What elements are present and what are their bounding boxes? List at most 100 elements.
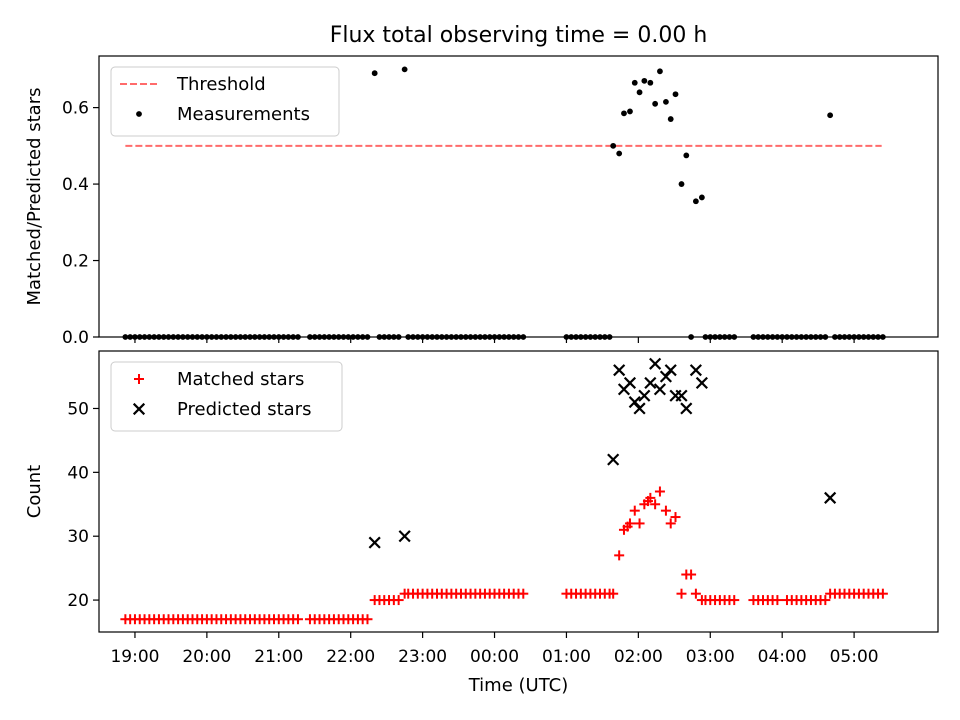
matched-star-point <box>608 588 619 599</box>
legend-plus-swatch <box>134 374 144 384</box>
predicted-star-point <box>689 364 702 377</box>
measurement-point <box>631 79 638 86</box>
y-ticks: 0.0 0.2 0.4 0.6 <box>62 99 99 348</box>
ratio-plot: 0.0 0.2 0.4 0.6 Matched/Predicted stars Thres… <box>24 55 939 348</box>
axes-frame <box>98 55 939 338</box>
predicted-star-point <box>659 370 673 383</box>
matched-star-point <box>729 595 740 606</box>
matched-star-point <box>877 588 888 599</box>
matched-star-point <box>670 512 681 523</box>
y-tick-label: 50 <box>67 399 89 419</box>
matched-star-point <box>634 518 645 529</box>
matched-star-point <box>624 518 635 529</box>
x-tick-label: 00:00 <box>470 647 519 667</box>
measurement-point <box>657 68 663 75</box>
predicted-star-point <box>623 376 637 390</box>
predicted-star-point <box>824 491 837 504</box>
predicted-star-point <box>633 402 646 415</box>
matched-star-point <box>772 595 783 606</box>
measurement-point <box>652 100 659 107</box>
matched-star-point <box>645 492 656 503</box>
predicted-star-point <box>644 376 657 390</box>
matched-star-point <box>650 499 661 510</box>
measurement-point <box>621 110 627 117</box>
measurement-point <box>616 150 623 157</box>
predicted-star-point <box>628 396 641 409</box>
predicted-star-point <box>607 453 620 466</box>
x-ticks <box>134 337 855 343</box>
y-tick-label: 0.4 <box>62 175 89 195</box>
series-plus <box>120 486 888 625</box>
matched-star-point <box>362 614 373 625</box>
x-tick-label: 03:00 <box>686 647 735 667</box>
measurement-point <box>627 108 633 115</box>
x-tick-label: 01:00 <box>542 647 591 667</box>
measurement-point <box>647 79 654 86</box>
legend-label: Threshold <box>176 74 266 95</box>
measurement-point <box>827 112 834 119</box>
matched-star-point <box>614 550 625 561</box>
measurement-point <box>401 66 408 73</box>
legend-box <box>110 66 340 137</box>
matched-star-point <box>393 595 404 606</box>
x-tick-label: 21:00 <box>254 647 303 667</box>
predicted-star-point <box>664 364 677 377</box>
predicted-star-point <box>638 389 651 402</box>
x-tick-label: 23:00 <box>398 647 447 667</box>
measurement-point <box>667 116 674 122</box>
measurement-point <box>683 152 690 159</box>
x-tick-label: 20:00 <box>182 647 231 667</box>
y-ticks: 20 30 40 50 <box>67 399 99 611</box>
y-tick-label: 30 <box>67 527 89 547</box>
y-tick-label: 40 <box>67 463 89 483</box>
matched-star-point <box>654 486 665 497</box>
x-tick-label: 02:00 <box>614 647 663 667</box>
matched-star-point <box>518 588 529 599</box>
measurement-point <box>641 77 648 84</box>
legend: Threshold Measurements <box>110 66 340 137</box>
predicted-star-point <box>675 389 688 402</box>
matched-star-point <box>690 588 701 599</box>
legend-label: Matched stars <box>177 369 304 390</box>
predicted-star-point <box>613 364 626 377</box>
axes-frame <box>98 350 939 633</box>
legend-label: Measurements <box>177 104 310 125</box>
matched-star-point <box>665 518 676 529</box>
y-axis-label: Matched/Predicted stars <box>24 88 45 306</box>
count-plot: 20 30 40 50 19:00 20:00 21:00 22:00 23:00 00:00 01… <box>24 350 939 667</box>
matched-star-point <box>292 614 303 625</box>
legend-box <box>110 361 343 432</box>
x-ticks: 19:00 20:00 21:00 22:00 23:00 00:00 01:00 02:00… <box>110 632 879 667</box>
measurement-point <box>371 70 378 77</box>
legend-x-swatch <box>132 402 146 416</box>
measurement-point <box>678 181 685 187</box>
measurement-point <box>610 142 617 149</box>
series-x <box>368 357 837 549</box>
legend-label: Predicted stars <box>177 399 311 420</box>
measurement-point <box>672 91 679 98</box>
matched-star-point <box>686 569 697 580</box>
x-tick-label: 04:00 <box>758 647 807 667</box>
y-tick-label: 0.2 <box>62 252 89 272</box>
x-axis-label: Time (UTC) <box>468 675 569 696</box>
y-tick-label: 0.0 <box>62 328 89 348</box>
x-tick-label: 22:00 <box>326 647 375 667</box>
predicted-star-point <box>649 357 662 370</box>
predicted-star-point <box>398 530 411 543</box>
matched-star-point <box>660 505 671 516</box>
x-tick-label: 05:00 <box>830 647 879 667</box>
matched-star-point <box>629 505 640 516</box>
y-axis-label: Count <box>24 465 45 518</box>
predicted-star-point <box>368 536 381 549</box>
predicted-star-point <box>653 383 667 396</box>
matched-star-point <box>676 588 687 599</box>
legend: Matched stars Predicted stars <box>110 361 343 432</box>
x-tick-label: 19:00 <box>110 647 159 667</box>
figure-title: Flux total observing time = 0.00 h <box>330 23 708 48</box>
matched-star-point <box>820 595 831 606</box>
y-tick-label: 20 <box>67 591 89 611</box>
predicted-star-point <box>695 376 708 390</box>
measurement-point <box>698 194 705 201</box>
legend-dot-swatch <box>136 111 142 117</box>
